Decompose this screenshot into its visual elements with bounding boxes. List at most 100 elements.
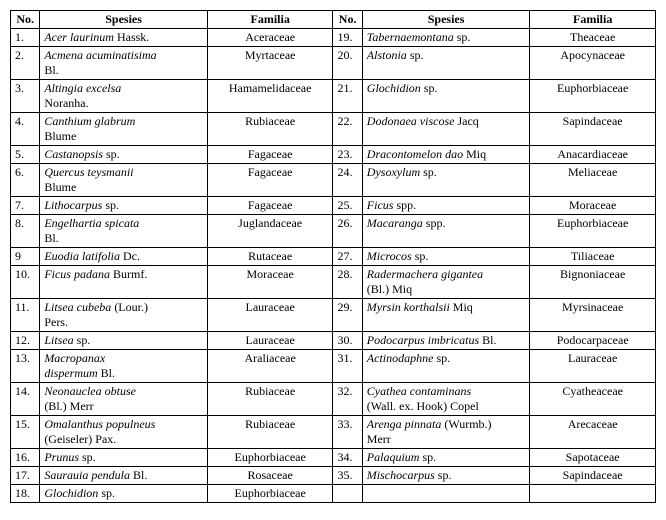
- author: Bl.: [44, 63, 58, 77]
- family-name: Aceraceae: [207, 29, 333, 47]
- table-row: 5.Castanopsis sp.Fagaceae23.Dracontomelo…: [11, 146, 656, 164]
- author: sp.: [102, 198, 119, 212]
- table-row: 18.Glochidion sp.Euphorbiaceae: [11, 485, 656, 503]
- row-number: 34.: [333, 449, 362, 467]
- h-fa-2: Familia: [530, 11, 656, 29]
- family-name: Lauraceae: [530, 350, 656, 383]
- genus-species: Mischocarpus: [367, 468, 435, 482]
- species-name: Quercus teysmaniiBlume: [40, 164, 208, 197]
- table-row: 17.Saurauia pendula Bl.Rosaceae35.Mischo…: [11, 467, 656, 485]
- author: Bl.: [44, 231, 58, 245]
- author: spp.: [423, 216, 446, 230]
- genus-species: Glochidion: [367, 81, 421, 95]
- row-number: 28.: [333, 266, 362, 299]
- species-name: Lithocarpus sp.: [40, 197, 208, 215]
- species-name: Ficus spp.: [362, 197, 530, 215]
- family-name: Rubiaceae: [207, 113, 333, 146]
- author: sp.: [454, 30, 471, 44]
- family-name: Moraceae: [530, 197, 656, 215]
- author: sp.: [98, 486, 115, 500]
- species-name: Ficus padana Burmf.: [40, 266, 208, 299]
- family-name: Sapindaceae: [530, 113, 656, 146]
- row-number: 17.: [11, 467, 40, 485]
- genus-species: Lithocarpus: [44, 198, 102, 212]
- species-name: Arenga pinnata (Wurmb.)Merr: [362, 416, 530, 449]
- h-fa-1: Familia: [207, 11, 333, 29]
- row-number: 7.: [11, 197, 40, 215]
- family-name: Theaceae: [530, 29, 656, 47]
- author: sp.: [103, 147, 120, 161]
- author: sp.: [435, 468, 452, 482]
- author: sp.: [419, 450, 436, 464]
- family-name: Euphorbiaceae: [207, 449, 333, 467]
- family-name: Podocarpaceae: [530, 332, 656, 350]
- author: sp.: [412, 249, 429, 263]
- h-sp-1: Spesies: [40, 11, 208, 29]
- genus-species: Ficus: [367, 198, 394, 212]
- species-name: Engelhartia spicataBl.: [40, 215, 208, 248]
- row-number: 14.: [11, 383, 40, 416]
- family-name: Tiliaceae: [530, 248, 656, 266]
- author: Bl.: [130, 468, 147, 482]
- family-name: Arecaceae: [530, 416, 656, 449]
- species-name: Podocarpus imbricatus Bl.: [362, 332, 530, 350]
- row-number: 2.: [11, 47, 40, 80]
- row-number: 26.: [333, 215, 362, 248]
- genus-species: Omalanthus populneus: [44, 417, 155, 431]
- family-name: Rubiaceae: [207, 416, 333, 449]
- table-row: 15.Omalanthus populneus(Geiseler) Pax.Ru…: [11, 416, 656, 449]
- species-name: Acmena acuminatisimaBl.: [40, 47, 208, 80]
- author: Miq: [463, 147, 486, 161]
- row-number: 11.: [11, 299, 40, 332]
- species-name: Palaquium sp.: [362, 449, 530, 467]
- row-number: 13.: [11, 350, 40, 383]
- row-number: 21.: [333, 80, 362, 113]
- genus-species: Ficus padana: [44, 267, 110, 281]
- species-name: Saurauia pendula Bl.: [40, 467, 208, 485]
- family-name: Euphorbiaceae: [530, 80, 656, 113]
- species-name: Glochidion sp.: [362, 80, 530, 113]
- genus-species: Myrsin korthalsii: [367, 300, 450, 314]
- author: Bl.: [98, 366, 115, 380]
- genus-species: Neonauclea obtuse: [44, 384, 136, 398]
- genus-species: Castanopsis: [44, 147, 103, 161]
- species-name: Radermachera gigantea(Bl.) Miq: [362, 266, 530, 299]
- family-name: Anacardiaceae: [530, 146, 656, 164]
- family-name: Araliaceae: [207, 350, 333, 383]
- genus-species: Macaranga: [367, 216, 423, 230]
- genus-species: Prunus: [44, 450, 79, 464]
- species-name: Actinodaphne sp.: [362, 350, 530, 383]
- author: (Wurmb.): [441, 417, 491, 431]
- species-name: Castanopsis sp.: [40, 146, 208, 164]
- family-name: Sapindaceae: [530, 467, 656, 485]
- genus-species: Glochidion: [44, 486, 98, 500]
- author: spp.: [393, 198, 416, 212]
- genus-species: Alstonia: [367, 48, 407, 62]
- family-name: [530, 485, 656, 503]
- row-number: 27.: [333, 248, 362, 266]
- genus-species: Euodia latifolia: [44, 249, 120, 263]
- table-row: 13.Macropanaxdispermum Bl.Araliaceae31.A…: [11, 350, 656, 383]
- table-row: 7.Lithocarpus sp.Fagaceae25.Ficus spp.Mo…: [11, 197, 656, 215]
- row-number: 1.: [11, 29, 40, 47]
- species-name: Macropanaxdispermum Bl.: [40, 350, 208, 383]
- author: Blume: [44, 129, 76, 143]
- h-no-1: No.: [11, 11, 40, 29]
- author: sp.: [420, 165, 437, 179]
- row-number: 24.: [333, 164, 362, 197]
- genus-species: Cyathea contaminans: [367, 384, 471, 398]
- family-name: Rosaceae: [207, 467, 333, 485]
- header-row: No. Spesies Familia No. Spesies Familia: [11, 11, 656, 29]
- author: sp.: [407, 48, 424, 62]
- family-name: Cyatheaceae: [530, 383, 656, 416]
- species-name: Euodia latifolia Dc.: [40, 248, 208, 266]
- family-name: Hamamelidaceae: [207, 80, 333, 113]
- species-name: Prunus sp.: [40, 449, 208, 467]
- author: Hassk.: [114, 30, 149, 44]
- table-row: 2.Acmena acuminatisimaBl.Myrtaceae20. Als…: [11, 47, 656, 80]
- author: Merr: [367, 432, 391, 446]
- family-name: Myrtaceae: [207, 47, 333, 80]
- author: sp.: [79, 450, 96, 464]
- row-number: 15.: [11, 416, 40, 449]
- row-number: 20.: [333, 47, 362, 80]
